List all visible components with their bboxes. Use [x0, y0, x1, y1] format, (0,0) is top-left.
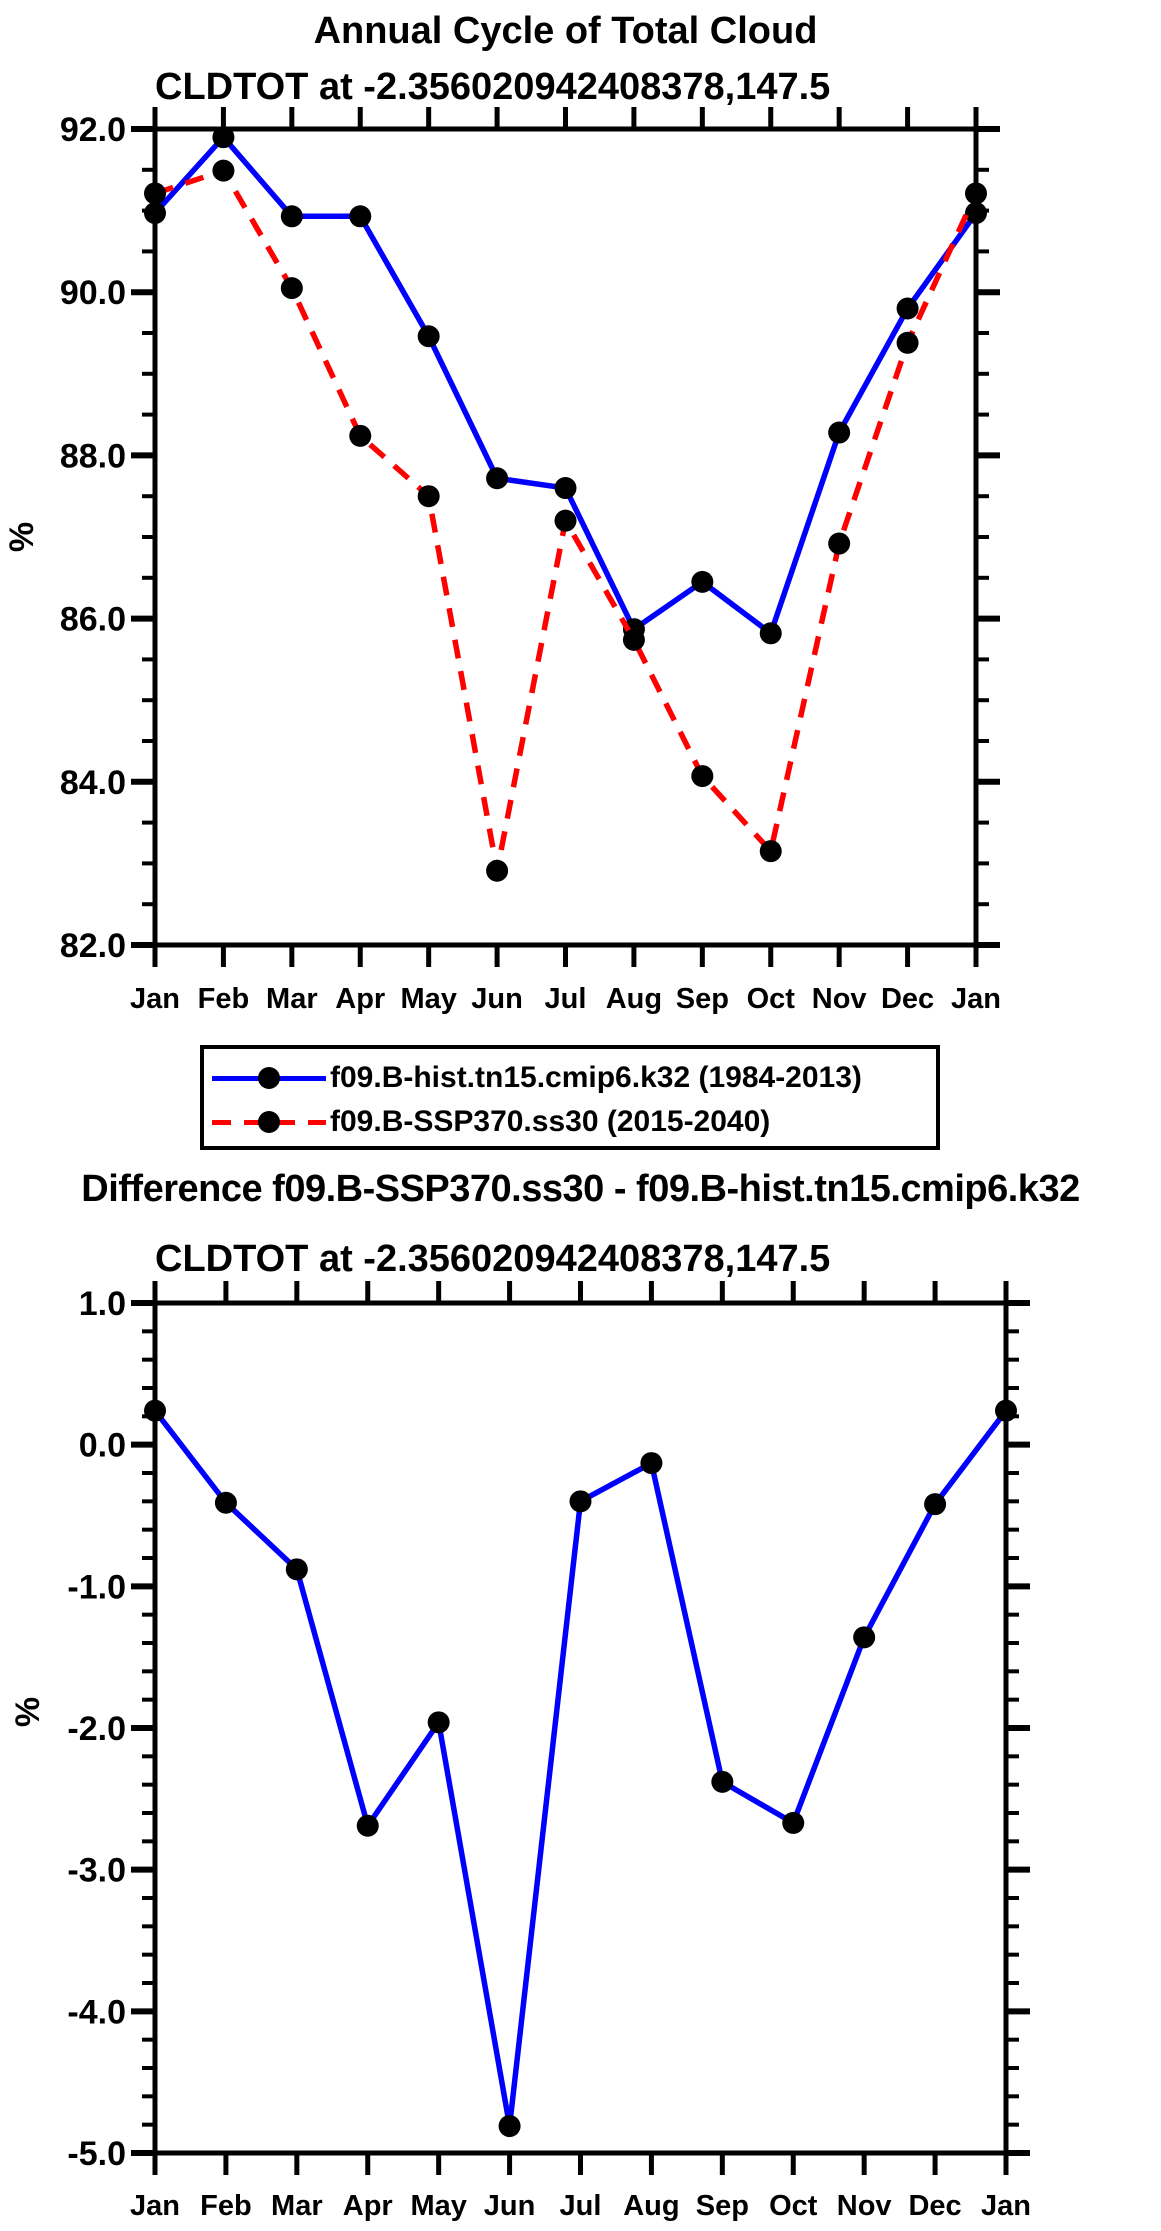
top-chart-title: Annual Cycle of Total Cloud: [313, 10, 818, 52]
data-point-marker: [782, 1811, 805, 1834]
data-point-marker: [486, 467, 509, 490]
y-tick-label: 1.0: [79, 1285, 126, 1323]
data-point-marker: [427, 1711, 450, 1734]
data-point-marker: [965, 182, 987, 205]
x-tick-label: Jan: [981, 2190, 1031, 2222]
y-tick-label: -2.0: [67, 1710, 126, 1748]
plot-frame: [152, 1300, 1009, 2156]
data-point-marker: [759, 622, 782, 645]
x-tick-label: Oct: [769, 2190, 818, 2222]
y-tick-label: 88.0: [60, 437, 126, 475]
data-point-marker: [554, 509, 577, 532]
data-point-marker: [691, 570, 714, 593]
data-point-marker: [759, 840, 782, 863]
x-tick-label: Jan: [130, 2190, 180, 2222]
y-tick-label: -5.0: [67, 2135, 126, 2173]
x-tick-label: Dec: [908, 2190, 961, 2222]
data-point-marker: [280, 277, 303, 300]
y-tick-label: 0.0: [79, 1427, 126, 1465]
x-tick-label: Nov: [812, 983, 867, 1015]
x-tick-label: Jun: [471, 983, 523, 1015]
x-tick-label: May: [400, 983, 456, 1015]
data-point-marker: [417, 325, 440, 348]
y-tick-label: 84.0: [60, 764, 126, 802]
x-tick-label: Nov: [837, 2190, 892, 2222]
data-point-marker: [924, 1493, 947, 1516]
bottom-chart-subtitle: CLDTOT at -2.356020942408378,147.5: [155, 1238, 831, 1280]
data-point-marker: [212, 159, 235, 182]
x-tick-label: Jan: [951, 983, 1001, 1015]
y-tick-label: 86.0: [60, 601, 126, 639]
data-point-marker: [896, 297, 919, 320]
data-point-marker: [554, 477, 577, 500]
legend-label-ssp370: f09.B-SSP370.ss30 (2015-2040): [330, 1105, 771, 1138]
x-tick-label: Aug: [623, 2190, 679, 2222]
x-tick-label: Sep: [696, 2190, 749, 2222]
data-point-marker: [711, 1770, 734, 1793]
bottom-chart-y-axis-label: %: [8, 1696, 47, 1728]
y-tick-label: -1.0: [67, 1568, 126, 1606]
legend: f09.B-hist.tn15.cmip6.k32 (1984-2013) f0…: [200, 1045, 940, 1150]
legend-line-sample-ssp370: [212, 1110, 326, 1133]
difference-chart: -5.0 -4.0 -3.0 -2.0 -1.0 0.0 1.0 Jan Feb Mar Apr Ma…: [67, 1281, 1031, 2222]
y-tick-label: -4.0: [67, 1993, 126, 2031]
x-tick-label: Sep: [676, 983, 729, 1015]
data-point-marker: [356, 1814, 379, 1837]
plot-frame: [152, 126, 979, 948]
x-tick-label: Jul: [545, 983, 587, 1015]
y-tick-label: 82.0: [60, 927, 126, 965]
x-tick-label: May: [410, 2190, 466, 2222]
data-point-marker: [144, 202, 166, 225]
data-point-marker: [417, 485, 440, 508]
legend-label-hist: f09.B-hist.tn15.cmip6.k32 (1984-2013): [330, 1061, 862, 1094]
x-tick-label: Mar: [271, 2190, 323, 2222]
x-tick-label: Apr: [343, 2190, 393, 2222]
data-point-marker: [498, 2115, 521, 2138]
data-point-marker: [896, 331, 919, 354]
data-point-marker: [622, 628, 645, 651]
x-tick-label: Jun: [484, 2190, 536, 2222]
series-line: [152, 134, 979, 637]
data-point-marker: [280, 205, 303, 228]
data-point-marker: [214, 1491, 237, 1514]
legend-item-hist: f09.B-hist.tn15.cmip6.k32 (1984-2013): [212, 1060, 862, 1096]
x-tick-label: Dec: [881, 983, 934, 1015]
data-point-marker: [285, 1558, 308, 1581]
data-point-marker: [965, 202, 987, 225]
data-point-marker: [640, 1452, 663, 1475]
data-point-marker: [144, 1399, 166, 1422]
data-point-marker: [691, 765, 714, 788]
data-point-marker: [349, 205, 372, 228]
series-line: [152, 1408, 1009, 2129]
y-tick-label: 92.0: [60, 111, 126, 149]
x-tick-label: Jul: [560, 2190, 602, 2222]
data-point-marker: [828, 421, 851, 444]
data-point-marker: [486, 859, 509, 882]
difference-title: Difference f09.B-SSP370.ss30 - f09.B-his…: [81, 1168, 1080, 1210]
data-point-marker: [569, 1490, 592, 1513]
legend-line-sample-hist: [212, 1066, 326, 1089]
x-tick-label: Mar: [266, 983, 318, 1015]
legend-marker-dot-icon: [258, 1066, 280, 1089]
x-tick-label: Feb: [198, 983, 250, 1015]
data-point-marker: [349, 424, 372, 447]
top-chart: 82.0 84.0 86.0 88.0 90.0 92.0 Jan Feb Mar Apr May J…: [60, 107, 1001, 1015]
data-point-marker: [853, 1626, 876, 1649]
data-point-marker: [144, 182, 166, 205]
data-point-marker: [828, 532, 851, 555]
x-tick-label: Feb: [200, 2190, 252, 2222]
x-tick-label: Oct: [747, 983, 796, 1015]
legend-item-ssp370: f09.B-SSP370.ss30 (2015-2040): [212, 1104, 770, 1140]
y-tick-label: 90.0: [60, 274, 126, 312]
x-tick-label: Apr: [335, 983, 385, 1015]
data-point-marker: [995, 1399, 1017, 1422]
top-chart-subtitle: CLDTOT at -2.356020942408378,147.5: [155, 66, 831, 108]
data-point-marker: [212, 126, 235, 149]
x-tick-label: Jan: [130, 983, 180, 1015]
x-tick-label: Aug: [606, 983, 662, 1015]
legend-marker-dot-icon: [258, 1110, 280, 1133]
y-tick-label: -3.0: [67, 1852, 126, 1890]
